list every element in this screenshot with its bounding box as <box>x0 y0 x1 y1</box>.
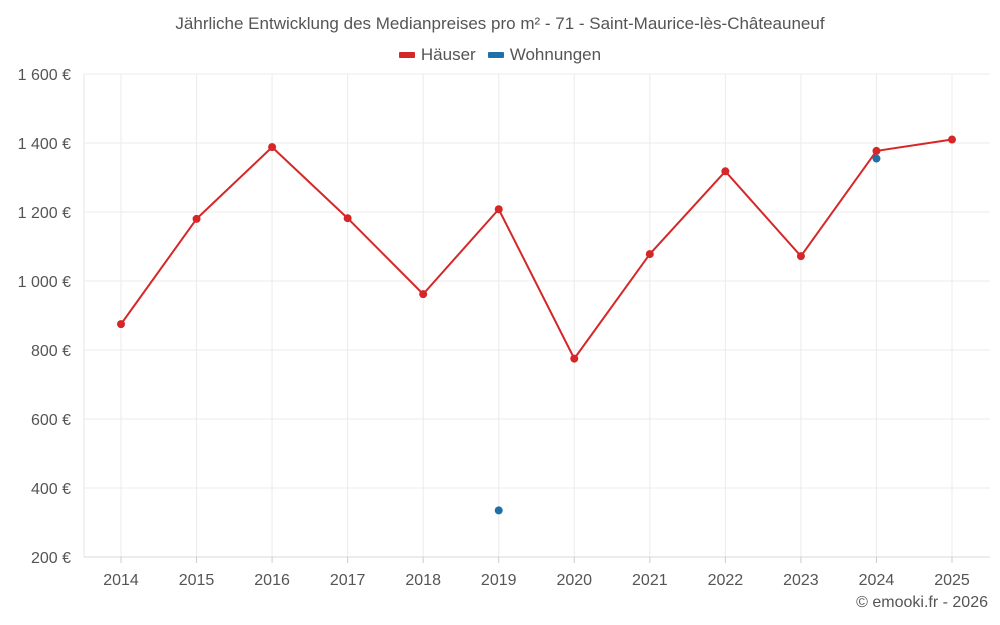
x-tick-label: 2025 <box>934 572 970 589</box>
data-point-haeuser-2025[interactable] <box>948 135 956 144</box>
data-point-haeuser-2021[interactable] <box>645 250 654 259</box>
y-tick-label: 400 € <box>31 481 71 498</box>
chart-title: Jährliche Entwicklung des Medianpreises … <box>175 14 825 33</box>
x-tick-label: 2021 <box>632 572 668 589</box>
data-point-haeuser-2020[interactable] <box>570 354 579 363</box>
data-point-haeuser-2023[interactable] <box>796 252 805 261</box>
x-tick-label: 2022 <box>708 572 744 589</box>
x-tick-label: 2015 <box>179 572 215 589</box>
x-tick-label: 2024 <box>859 572 895 589</box>
credit-text: © emooki.fr - 2026 <box>856 594 988 611</box>
grid <box>84 73 990 558</box>
legend-item-haeuser[interactable]: Häuser <box>398 45 476 65</box>
y-tick-label: 1 000 € <box>18 274 71 291</box>
x-tick-label: 2014 <box>103 572 139 589</box>
data-point-haeuser-2014[interactable] <box>117 320 125 329</box>
y-tick-label: 1 600 € <box>18 67 71 84</box>
data-point-haeuser-2022[interactable] <box>721 167 730 176</box>
x-tick-label: 2020 <box>556 572 592 589</box>
x-tick-label: 2016 <box>254 572 290 589</box>
data-point-haeuser-2016[interactable] <box>268 143 277 152</box>
x-tick-label: 2023 <box>783 572 819 589</box>
x-tick-label: 2017 <box>330 572 366 589</box>
series-line-haeuser <box>120 138 953 360</box>
y-tick-label: 600 € <box>31 412 71 429</box>
legend-swatch-wohnungen <box>487 52 504 58</box>
data-point-haeuser-2018[interactable] <box>419 290 428 299</box>
series <box>117 135 956 515</box>
legend-label-wohnungen: Wohnungen <box>509 45 602 64</box>
data-point-wohnungen-2019[interactable] <box>494 506 503 515</box>
legend: Häuser Wohnungen <box>0 45 1000 65</box>
data-point-haeuser-2019[interactable] <box>494 205 503 214</box>
x-tick-label: 2018 <box>405 572 441 589</box>
y-tick-label: 200 € <box>31 550 71 567</box>
data-point-wohnungen-2024[interactable] <box>872 154 881 163</box>
legend-label-haeuser: Häuser <box>420 45 476 64</box>
data-point-haeuser-2015[interactable] <box>192 214 201 223</box>
data-point-haeuser-2024[interactable] <box>872 146 881 155</box>
x-tick-label: 2019 <box>481 572 517 589</box>
y-tick-label: 1 400 € <box>18 136 71 153</box>
legend-item-wohnungen[interactable]: Wohnungen <box>487 45 602 65</box>
legend-swatch-haeuser <box>398 52 415 58</box>
y-tick-label: 1 200 € <box>18 205 71 222</box>
axes: 200 € 400 € 600 € 800 € 1 000 € 1 200 € 1 400 … <box>18 67 990 589</box>
y-tick-label: 800 € <box>31 343 71 360</box>
data-point-haeuser-2017[interactable] <box>343 214 352 223</box>
